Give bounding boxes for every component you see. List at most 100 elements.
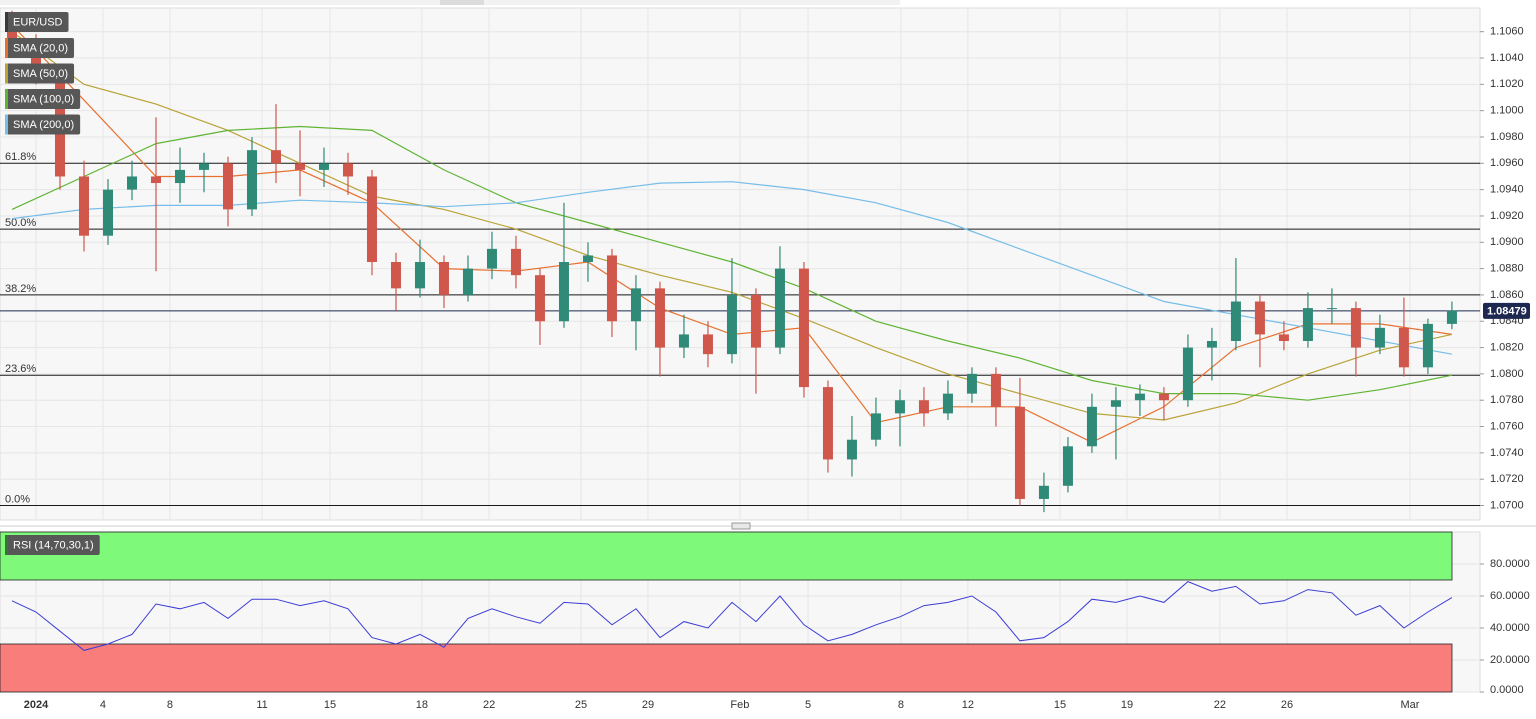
x-tick-label: 2024 bbox=[24, 699, 49, 711]
legend-box bbox=[5, 535, 100, 555]
legend-item[interactable]: SMA (200,0) bbox=[5, 114, 81, 135]
x-tick-label: 25 bbox=[575, 699, 587, 711]
overbought-zone bbox=[0, 531, 1453, 581]
candle-body bbox=[798, 268, 809, 388]
candle-body bbox=[174, 169, 185, 184]
legend-swatch bbox=[5, 89, 8, 109]
x-tick-label: Mar bbox=[1400, 699, 1419, 711]
candle-body bbox=[198, 163, 209, 170]
legend-item[interactable]: RSI (14,70,30,1) bbox=[5, 535, 100, 555]
legend-label: RSI (14,70,30,1) bbox=[13, 539, 94, 551]
candle-body bbox=[150, 176, 161, 184]
last-price-label: 1.08479 bbox=[1487, 305, 1527, 317]
legend-swatch bbox=[5, 12, 8, 32]
legend-box bbox=[5, 89, 81, 109]
rsi-line bbox=[11, 581, 1453, 651]
x-tick-label: 15 bbox=[324, 699, 336, 711]
candle-body bbox=[1206, 340, 1217, 348]
legend-item[interactable]: EUR/USD bbox=[5, 12, 69, 32]
candle-body bbox=[390, 262, 401, 289]
pane-divider[interactable] bbox=[0, 522, 1536, 530]
rsi-y-tick-label: 80.0000 bbox=[1490, 558, 1530, 570]
candle-body bbox=[1182, 347, 1193, 401]
candle-body bbox=[246, 150, 257, 210]
rsi-y-tick-label: 20.0000 bbox=[1490, 654, 1530, 666]
candle-body bbox=[678, 334, 689, 348]
candle-body bbox=[1254, 301, 1265, 335]
x-tick-label: 22 bbox=[1214, 699, 1226, 711]
x-tick-label: 19 bbox=[1121, 699, 1133, 711]
fib-label: 23.6% bbox=[5, 363, 36, 375]
candle-body bbox=[270, 150, 281, 164]
candle-body bbox=[918, 400, 929, 414]
x-tick-label: 26 bbox=[1281, 699, 1293, 711]
fib-label: 61.8% bbox=[5, 151, 36, 163]
tab-active[interactable] bbox=[440, 0, 484, 5]
candle-body bbox=[966, 373, 977, 394]
candle-body bbox=[582, 255, 593, 263]
candle-body bbox=[1134, 393, 1145, 401]
last-price-tag: 1.08479 bbox=[1483, 302, 1530, 319]
rsi-y-tick-label: 0.0000 bbox=[1490, 684, 1524, 696]
candle-body bbox=[654, 288, 665, 348]
candle-body bbox=[1038, 485, 1049, 499]
x-tick-label: 4 bbox=[100, 699, 106, 711]
y-tick-label: 1.1000 bbox=[1490, 105, 1524, 117]
legend-swatch bbox=[5, 535, 8, 555]
y-tick-label: 1.0900 bbox=[1490, 236, 1524, 248]
legend-box bbox=[5, 63, 75, 84]
candle-body bbox=[870, 413, 881, 440]
legend-item[interactable]: SMA (20,0) bbox=[5, 38, 75, 58]
legend-label: EUR/USD bbox=[13, 16, 63, 28]
legend-item[interactable]: SMA (50,0) bbox=[5, 63, 75, 84]
x-tick-label: 11 bbox=[256, 699, 267, 711]
candle-body bbox=[750, 294, 761, 348]
divider-handle[interactable] bbox=[731, 522, 751, 530]
y-tick-label: 1.0880 bbox=[1490, 263, 1524, 275]
y-tick-label: 1.0700 bbox=[1490, 499, 1524, 511]
y-tick-label: 1.0800 bbox=[1490, 368, 1524, 380]
candle-body bbox=[222, 163, 233, 210]
x-tick-label: 5 bbox=[805, 699, 811, 711]
candle-body bbox=[102, 189, 113, 236]
candle-body bbox=[1422, 323, 1433, 368]
candle-body bbox=[822, 387, 833, 460]
candle-body bbox=[1062, 446, 1073, 486]
y-tick-label: 1.1040 bbox=[1490, 52, 1524, 64]
toolbar-strip bbox=[0, 0, 900, 5]
y-tick-label: 1.0760 bbox=[1490, 420, 1524, 432]
y-tick-label: 1.0780 bbox=[1490, 394, 1524, 406]
candle-body bbox=[990, 373, 1001, 407]
candle-body bbox=[30, 44, 41, 72]
candle-body bbox=[726, 294, 737, 355]
legend-item[interactable]: SMA (100,0) bbox=[5, 89, 81, 109]
x-tick-label: 8 bbox=[898, 699, 904, 711]
rsi-y-tick-label: 60.0000 bbox=[1490, 590, 1530, 602]
candle-body bbox=[1374, 327, 1385, 348]
fib-label: 50.0% bbox=[5, 217, 36, 229]
candle-body bbox=[318, 163, 329, 170]
y-tick-label: 1.0740 bbox=[1490, 447, 1524, 459]
candle-body bbox=[846, 439, 857, 460]
legend: EUR/USD SMA (20,0) SMA (50,0) SMA (100,0) SM… bbox=[5, 12, 100, 555]
y-tick-label: 1.0860 bbox=[1490, 289, 1524, 301]
legend-label: SMA (50,0) bbox=[13, 68, 68, 80]
candle-body bbox=[1446, 310, 1457, 324]
oversold-zone bbox=[0, 643, 1453, 693]
candle-body bbox=[774, 268, 785, 348]
candle-body bbox=[942, 393, 953, 414]
fib-label: 0.0% bbox=[5, 493, 30, 505]
legend-swatch bbox=[5, 38, 8, 58]
candle-body bbox=[486, 248, 497, 269]
x-tick-label: 12 bbox=[962, 699, 974, 711]
candle-body bbox=[1110, 400, 1121, 407]
axes: 2024 4 8 11 15 18 22 25 29 Feb 5 8 12 15 19 22 26 Mar 1.07… bbox=[24, 26, 1530, 711]
legend-label: SMA (100,0) bbox=[13, 93, 74, 105]
candle-body bbox=[1230, 301, 1241, 341]
legend-box bbox=[5, 38, 75, 58]
candle-body bbox=[606, 255, 617, 322]
x-tick-label: 8 bbox=[167, 699, 173, 711]
candle-body bbox=[1278, 334, 1289, 341]
rsi-line bbox=[11, 581, 1453, 651]
